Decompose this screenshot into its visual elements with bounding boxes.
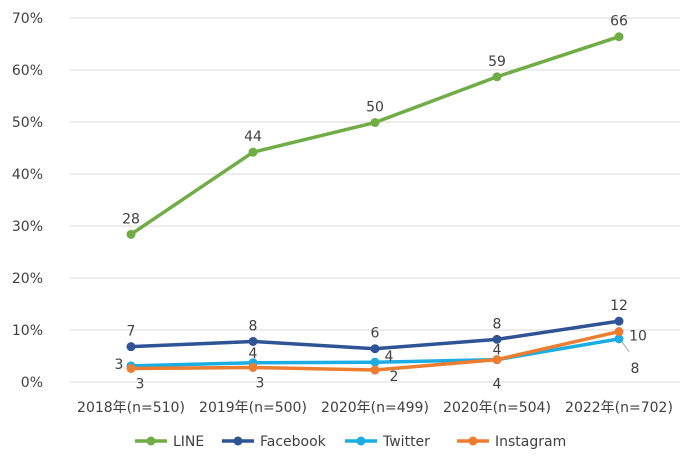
legend-label-twitter: Twitter — [382, 434, 430, 450]
series-line-line — [129, 34, 621, 237]
legend-marker-facebook — [233, 436, 243, 446]
y-tick-label: 50% — [12, 115, 43, 131]
legend-marker-line — [146, 436, 156, 446]
data-label-facebook: 12 — [610, 298, 628, 314]
data-label-instagram: 2 — [390, 369, 399, 385]
data-label-line: 59 — [488, 54, 506, 70]
data-point-instagram — [126, 363, 136, 373]
x-tick-label: 2022年(n=702) — [565, 400, 673, 416]
data-point-facebook — [492, 334, 502, 344]
data-label-line: 44 — [244, 129, 262, 145]
legend-label-facebook: Facebook — [260, 434, 327, 450]
data-label-facebook: 8 — [249, 318, 258, 334]
data-point-twitter — [614, 334, 624, 344]
data-point-line — [370, 118, 380, 128]
y-tick-label: 10% — [12, 323, 43, 339]
legend-label-instagram: Instagram — [495, 434, 566, 450]
data-point-line — [614, 32, 624, 42]
data-label-twitter: 4 — [493, 343, 502, 359]
data-point-instagram — [614, 327, 624, 337]
x-tick-label: 2020年(n=504) — [443, 400, 551, 416]
data-point-twitter — [370, 357, 380, 367]
data-label-instagram: 10 — [629, 329, 647, 345]
y-tick-label: 60% — [12, 63, 43, 79]
data-label-twitter: 4 — [385, 349, 394, 365]
x-tick-label: 2018年(n=510) — [77, 400, 185, 416]
data-label-line: 28 — [122, 211, 140, 227]
data-point-facebook — [370, 344, 380, 354]
y-tick-label: 0% — [21, 375, 43, 391]
data-label-twitter: 4 — [249, 346, 258, 362]
data-point-line — [126, 229, 136, 239]
data-label-facebook: 7 — [127, 324, 136, 340]
data-label-line: 66 — [610, 14, 628, 30]
legend-label-line: LINE — [173, 434, 204, 450]
y-tick-label: 40% — [12, 167, 43, 183]
data-label-line: 50 — [366, 100, 384, 116]
data-label-twitter: 8 — [631, 361, 640, 377]
data-point-instagram — [370, 365, 380, 375]
data-label-instagram: 3 — [256, 375, 265, 391]
y-tick-label: 30% — [12, 219, 43, 235]
data-point-line — [248, 147, 258, 157]
y-tick-label: 20% — [12, 271, 43, 287]
data-point-facebook — [614, 316, 624, 326]
data-label-instagram: 4 — [493, 377, 502, 393]
data-label-instagram: 3 — [136, 376, 145, 392]
data-point-facebook — [126, 342, 136, 352]
data-label-twitter: 3 — [115, 357, 124, 373]
data-point-instagram — [248, 362, 258, 372]
data-label-facebook: 6 — [371, 326, 380, 342]
legend-marker-twitter — [356, 436, 366, 446]
x-tick-label: 2020年(n=499) — [321, 400, 429, 416]
y-tick-label: 70% — [12, 11, 43, 27]
data-point-line — [492, 72, 502, 82]
legend-marker-instagram — [468, 436, 478, 446]
x-tick-label: 2019年(n=500) — [199, 400, 307, 416]
data-label-facebook: 8 — [493, 316, 502, 332]
label-leader-line — [621, 341, 630, 353]
data-point-instagram — [492, 355, 502, 365]
data-point-facebook — [248, 336, 258, 346]
